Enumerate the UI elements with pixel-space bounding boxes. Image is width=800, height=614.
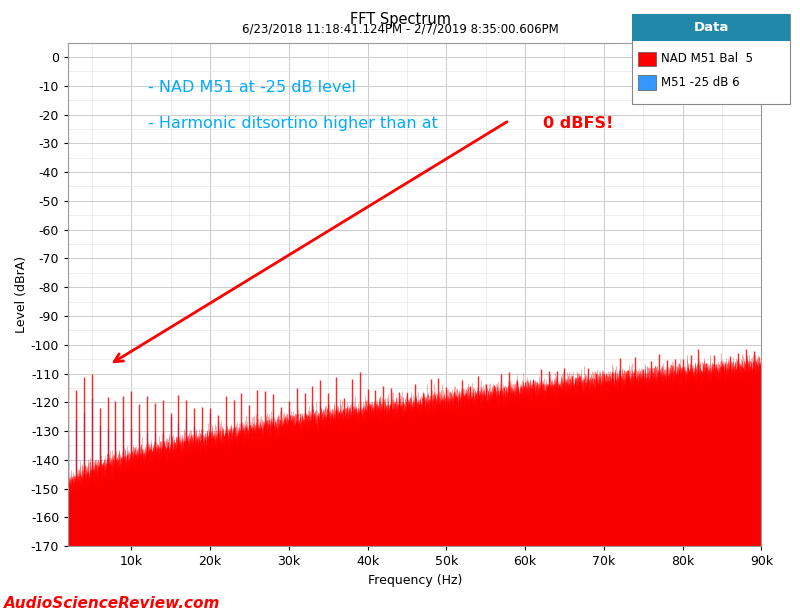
Text: - NAD M51 at -25 dB level: - NAD M51 at -25 dB level [148,80,356,95]
Text: 0 dBFS!: 0 dBFS! [543,115,614,131]
Y-axis label: Level (dBrA): Level (dBrA) [15,256,28,333]
Text: FFT Spectrum: FFT Spectrum [350,12,450,27]
Text: Data: Data [694,20,729,34]
X-axis label: Frequency (Hz): Frequency (Hz) [368,573,462,587]
Text: NAD M51 Bal  5: NAD M51 Bal 5 [661,52,753,66]
Text: - Harmonic ditsortino higher than at: - Harmonic ditsortino higher than at [148,115,443,131]
Text: AudioScienceReview.com: AudioScienceReview.com [4,596,220,611]
Text: Ap: Ap [662,65,684,80]
Text: 6/23/2018 11:18:41.124PM - 2/7/2019 8:35:00.606PM: 6/23/2018 11:18:41.124PM - 2/7/2019 8:35… [242,23,558,36]
Text: M51 -25 dB 6: M51 -25 dB 6 [661,76,739,89]
